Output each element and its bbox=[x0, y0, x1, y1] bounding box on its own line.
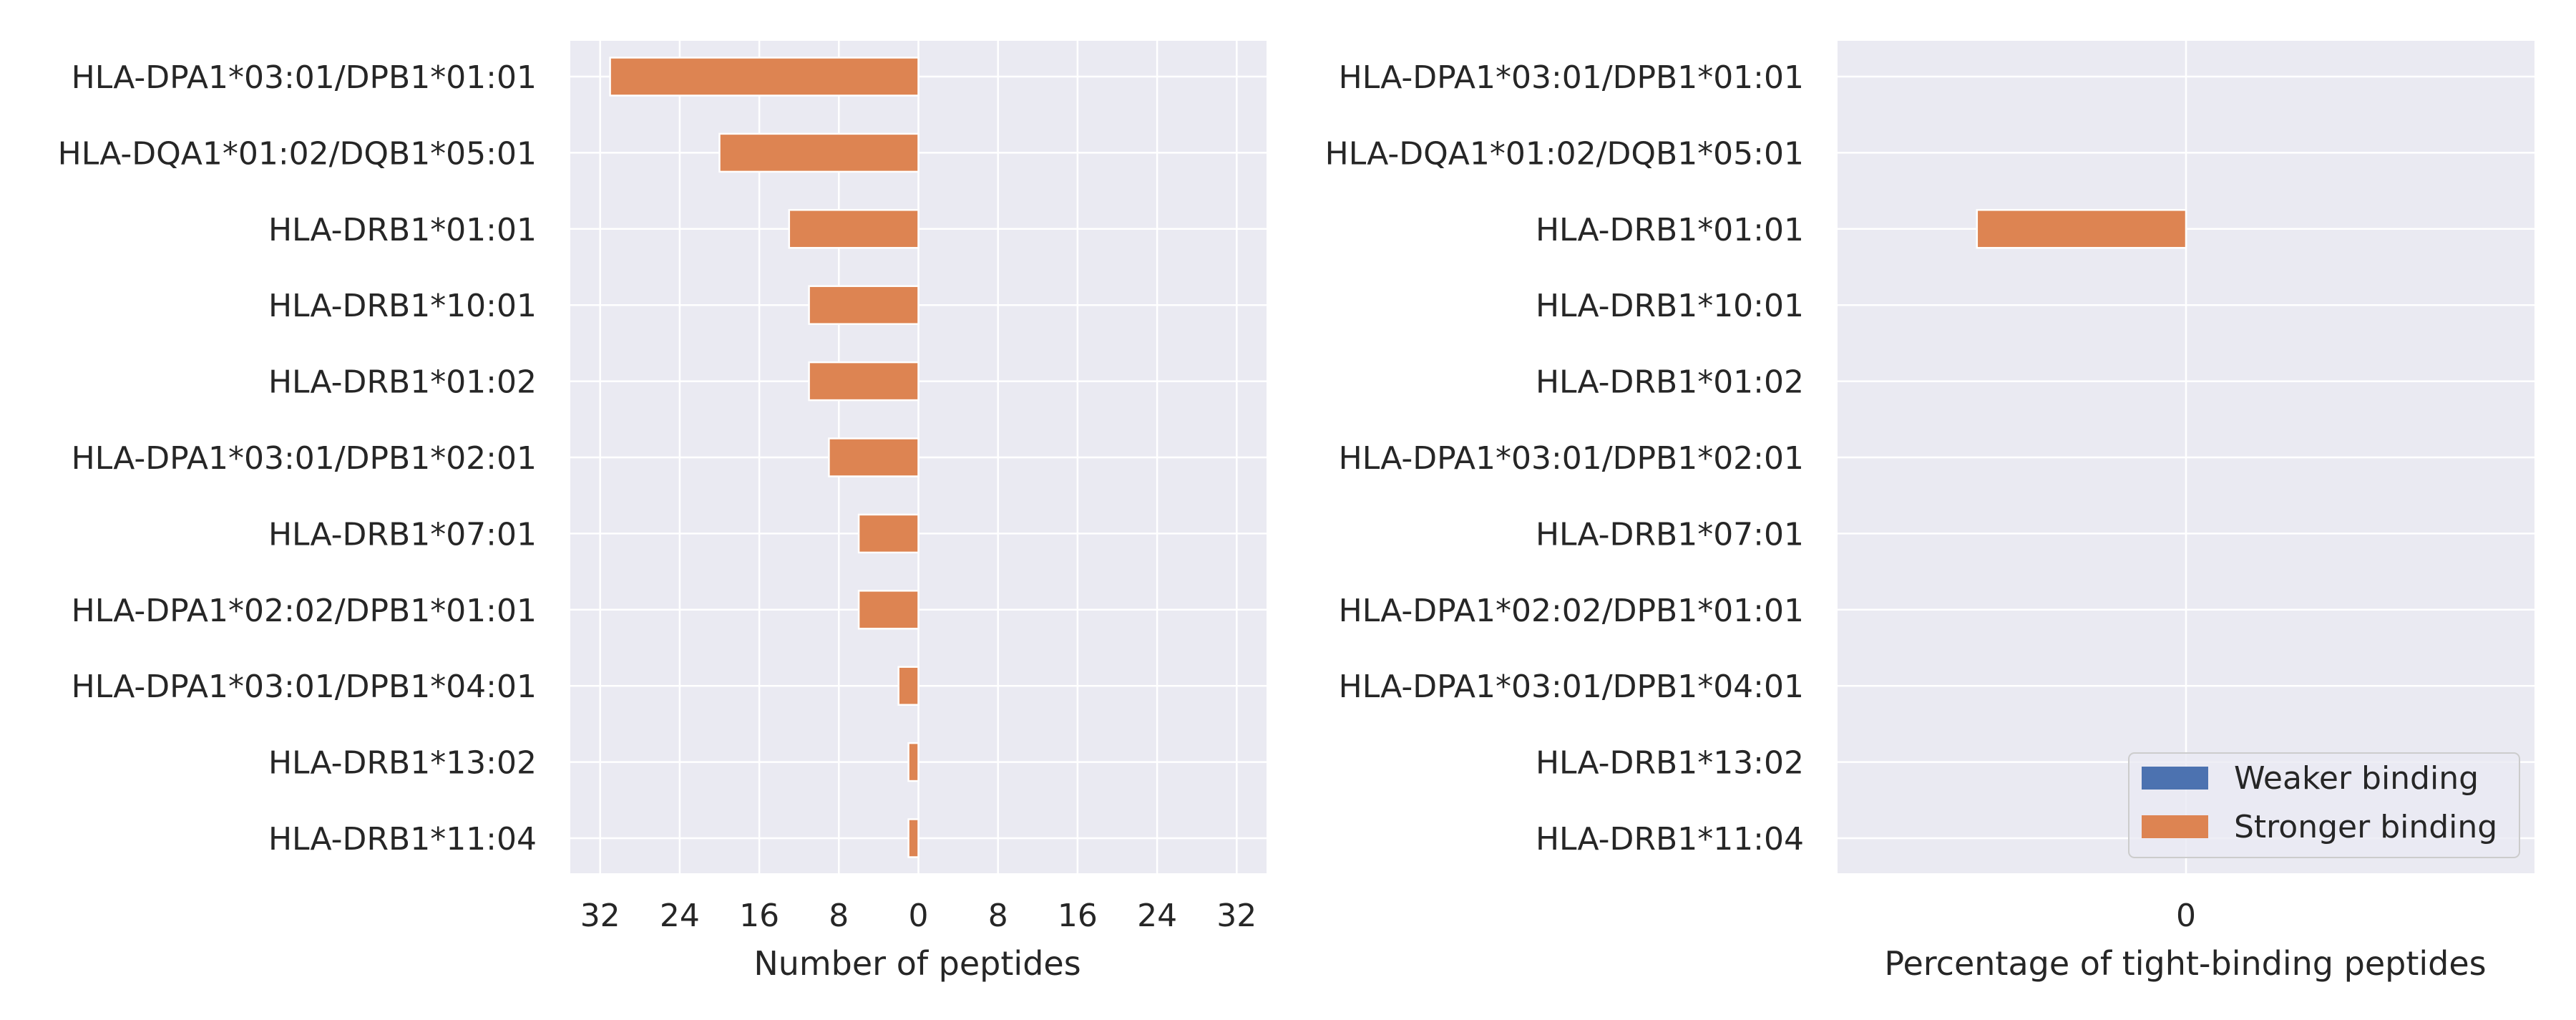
left-y-tick-label: HLA-DPA1*02:02/DPB1*01:01 bbox=[72, 593, 537, 629]
left-bar-stronger-binding-hla-dpa1-03-01-dpb1-01-01 bbox=[609, 57, 919, 97]
right-y-tick-label: HLA-DRB1*13:02 bbox=[1536, 745, 1804, 782]
left-y-tick-label: HLA-DRB1*07:01 bbox=[268, 516, 537, 553]
left-x-tick-label: 8 bbox=[988, 898, 1008, 934]
right-y-tick-label: HLA-DPA1*03:01/DPB1*01:01 bbox=[1339, 59, 1804, 96]
right-y-tick-label: HLA-DRB1*07:01 bbox=[1536, 516, 1804, 553]
right-y-tick-label: HLA-DPA1*02:02/DPB1*01:01 bbox=[1339, 593, 1804, 629]
right-x-tick-labels: 0 bbox=[2176, 898, 2196, 934]
right-y-tick-label: HLA-DRB1*01:01 bbox=[1536, 212, 1804, 248]
left-x-tick-label: 16 bbox=[1058, 898, 1098, 934]
left-y-tick-label: HLA-DRB1*10:01 bbox=[268, 288, 537, 324]
left-bar-stronger-binding-hla-dpa1-02-02-dpb1-01-01 bbox=[857, 590, 919, 630]
left-x-tick-labels: 32 24 16 8 0 8 16 24 32 bbox=[580, 898, 1257, 934]
left-bar-stronger-binding-hla-dqa1-01-02-dqb1-05-01 bbox=[718, 132, 919, 173]
left-bar-stronger-binding-hla-dpa1-03-01-dpb1-02-01 bbox=[828, 437, 919, 477]
left-y-tick-label: HLA-DQA1*01:02/DQB1*05:01 bbox=[58, 135, 537, 172]
legend-label-stronger: Stronger binding bbox=[2234, 809, 2497, 845]
left-bars bbox=[609, 57, 919, 858]
right-bars bbox=[1976, 209, 2187, 249]
left-x-tick-label: 24 bbox=[660, 898, 700, 934]
left-y-tick-label: HLA-DRB1*01:01 bbox=[268, 212, 537, 248]
right-bar-stronger-binding-hla-drb1-01-01 bbox=[1976, 209, 2187, 249]
legend-swatch-weaker bbox=[2142, 767, 2208, 790]
left-y-tick-labels: HLA-DPA1*03:01/DPB1*01:01 HLA-DQA1*01:02/… bbox=[58, 59, 537, 858]
left-x-tick-label: 32 bbox=[1216, 898, 1257, 934]
percentage-chart: HLA-DPA1*03:01/DPB1*01:01 HLA-DQA1*01:02/… bbox=[1325, 41, 2534, 983]
left-x-tick-label: 24 bbox=[1137, 898, 1177, 934]
legend-label-weaker: Weaker binding bbox=[2234, 760, 2479, 797]
legend: Weaker binding Stronger binding bbox=[2128, 752, 2520, 858]
right-y-tick-label: HLA-DPA1*03:01/DPB1*04:01 bbox=[1339, 669, 1804, 705]
right-y-tick-label: HLA-DRB1*01:02 bbox=[1536, 364, 1804, 401]
legend-entry-weaker: Weaker binding bbox=[2142, 760, 2479, 797]
right-x-tick-label: 0 bbox=[2176, 898, 2196, 934]
left-bar-stronger-binding-hla-drb1-10-01 bbox=[808, 285, 919, 325]
left-y-tick-label: HLA-DRB1*01:02 bbox=[268, 364, 537, 401]
legend-swatch-stronger bbox=[2142, 815, 2208, 838]
left-x-tick-label: 8 bbox=[829, 898, 849, 934]
right-y-tick-label: HLA-DQA1*01:02/DQB1*05:01 bbox=[1325, 135, 1804, 172]
left-y-tick-label: HLA-DPA1*03:01/DPB1*02:01 bbox=[72, 440, 537, 477]
left-y-tick-label: HLA-DPA1*03:01/DPB1*04:01 bbox=[72, 669, 537, 705]
right-y-tick-label: HLA-DPA1*03:01/DPB1*02:01 bbox=[1339, 440, 1804, 477]
left-bar-stronger-binding-hla-drb1-07-01 bbox=[857, 513, 919, 554]
left-x-tick-label: 16 bbox=[739, 898, 779, 934]
right-y-tick-label: HLA-DRB1*10:01 bbox=[1536, 288, 1804, 324]
left-y-tick-label: HLA-DRB1*13:02 bbox=[268, 745, 537, 782]
legend-entry-stronger: Stronger binding bbox=[2142, 809, 2497, 845]
left-x-tick-label: 0 bbox=[909, 898, 929, 934]
right-y-tick-label: HLA-DRB1*11:04 bbox=[1536, 821, 1804, 858]
left-bar-stronger-binding-hla-drb1-13-02 bbox=[907, 742, 919, 782]
left-bar-stronger-binding-hla-dpa1-03-01-dpb1-04-01 bbox=[897, 666, 919, 706]
left-bar-stronger-binding-hla-drb1-01-02 bbox=[808, 361, 919, 402]
peptide-count-chart: HLA-DPA1*03:01/DPB1*01:01 HLA-DQA1*01:02/… bbox=[58, 41, 1267, 983]
left-bar-stronger-binding-hla-drb1-01-01 bbox=[788, 209, 919, 249]
right-y-tick-labels: HLA-DPA1*03:01/DPB1*01:01 HLA-DQA1*01:02/… bbox=[1325, 59, 1804, 858]
left-bar-stronger-binding-hla-drb1-11-04 bbox=[907, 818, 919, 858]
right-x-axis-label: Percentage of tight-binding peptides bbox=[1884, 944, 2486, 983]
left-x-tick-label: 32 bbox=[580, 898, 620, 934]
left-y-tick-label: HLA-DRB1*11:04 bbox=[268, 821, 537, 858]
legend-frame bbox=[2128, 752, 2520, 858]
left-y-tick-label: HLA-DPA1*03:01/DPB1*01:01 bbox=[72, 59, 537, 96]
left-x-axis-label: Number of peptides bbox=[753, 944, 1080, 983]
